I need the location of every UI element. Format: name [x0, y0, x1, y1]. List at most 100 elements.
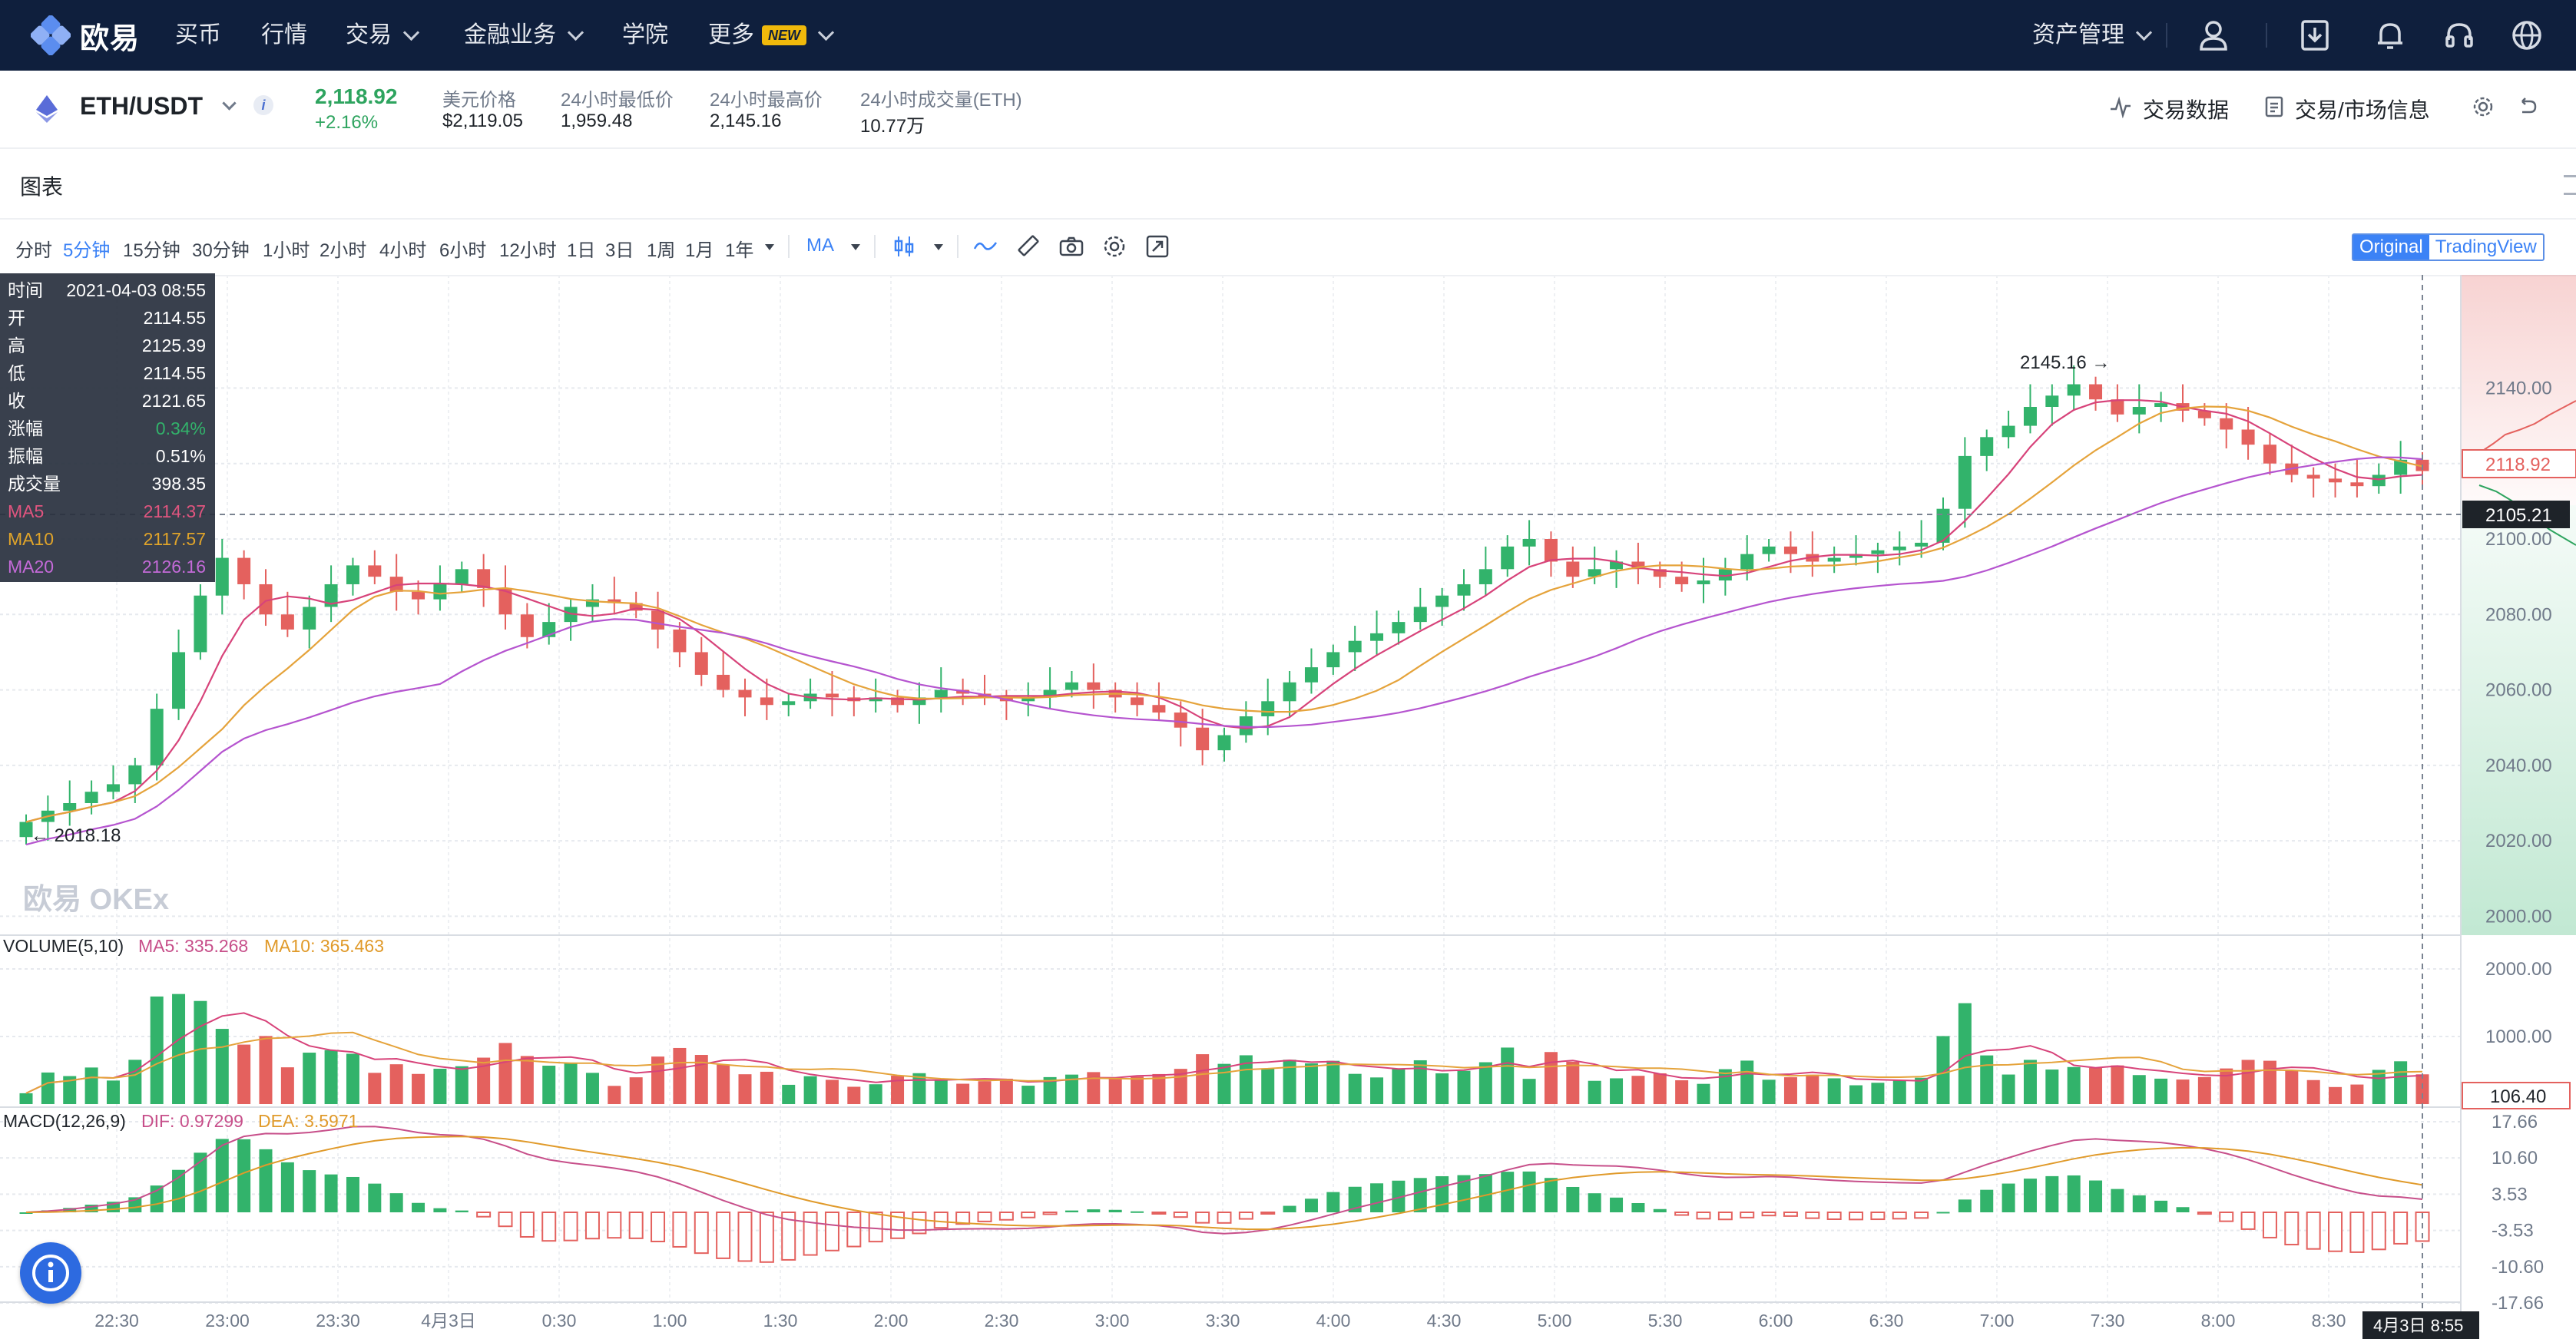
settings-gear-icon[interactable]: [2472, 95, 2495, 118]
macd-histogram-bar: [324, 1174, 338, 1212]
volume-bar: [2023, 1060, 2037, 1104]
nav-markets[interactable]: 行情: [261, 22, 307, 48]
max-price-label: 2145.16 →: [2020, 352, 2110, 373]
volume-bar: [1718, 1069, 1732, 1104]
info-icon[interactable]: i: [253, 95, 273, 115]
candle-body: [2002, 425, 2015, 438]
timeframe-3d[interactable]: 3日: [605, 240, 634, 261]
info-row: 时间 2021-04-03 08:55: [8, 276, 206, 304]
candle-body: [2111, 399, 2124, 415]
help-info-button[interactable]: [20, 1242, 81, 1304]
candle-body: [825, 693, 839, 698]
timeframe-1y[interactable]: 1年: [725, 240, 754, 261]
candle-body: [1522, 539, 1536, 547]
timeframe-4h[interactable]: 4小时: [379, 240, 427, 261]
caret-down-icon[interactable]: [849, 243, 862, 252]
volume-bar: [1457, 1070, 1471, 1104]
chart-settings-gear-icon[interactable]: [1101, 233, 1127, 260]
macd-histogram-bar: [519, 1212, 535, 1238]
view-original-button[interactable]: Original: [2353, 235, 2429, 260]
info-row: 低 2114.55: [8, 359, 206, 387]
time-tick-label: 22:30: [94, 1311, 139, 1331]
timeframe-15m[interactable]: 15分钟: [123, 240, 180, 261]
macd-histogram-bar: [433, 1208, 447, 1212]
candle-body: [1544, 539, 1558, 562]
candle-body: [1370, 633, 1384, 641]
timeframe-1h[interactable]: 1小时: [263, 240, 310, 261]
nav-trade-label: 交易: [346, 22, 392, 48]
time-tick-label: 5:00: [1538, 1311, 1572, 1331]
volume-bar: [1827, 1078, 1841, 1104]
volume-bar: [2241, 1060, 2255, 1104]
timeframe-30m[interactable]: 30分钟: [192, 240, 250, 261]
timeframe-12h[interactable]: 12小时: [499, 240, 557, 261]
macd-histogram-bar: [237, 1139, 251, 1212]
volume-bar: [542, 1066, 556, 1104]
candle-body: [477, 569, 491, 588]
info-circle-icon: [32, 1255, 69, 1291]
candlestick-type-icon[interactable]: [891, 233, 917, 260]
info-key: 开: [8, 308, 25, 328]
timeframe-1d[interactable]: 1日: [567, 240, 596, 261]
macd-histogram-bar: [1042, 1212, 1058, 1215]
volume-bar: [63, 1076, 77, 1104]
indicator-wave-icon[interactable]: [972, 233, 998, 260]
fullscreen-icon[interactable]: [1144, 233, 1170, 260]
candle-body: [2372, 474, 2386, 487]
volume-bar: [389, 1064, 403, 1104]
market-info-link[interactable]: 交易/市场信息: [2295, 98, 2430, 122]
info-value: 398.35: [151, 474, 206, 494]
trading-pair[interactable]: ETH/USDT: [80, 92, 203, 120]
headset-icon[interactable]: [2441, 17, 2478, 54]
volume-bar: [520, 1056, 534, 1104]
timeframe-6h[interactable]: 6小时: [439, 240, 487, 261]
candle-body: [368, 565, 382, 577]
macd-histogram-bar: [1522, 1171, 1536, 1212]
candle-body: [2329, 478, 2343, 483]
macd-histogram-bar: [2045, 1175, 2059, 1212]
volume-indicator-label: VOLUME(5,10): [3, 936, 124, 956]
user-icon[interactable]: [2195, 17, 2232, 54]
volume-bar: [2263, 1060, 2276, 1104]
menu-icon[interactable]: [2564, 175, 2576, 195]
macd-histogram-bar: [259, 1149, 273, 1212]
volume-bar: [259, 1036, 273, 1104]
macd-dea-label: DEA: 3.5971: [258, 1111, 358, 1131]
timeframe-1mo[interactable]: 1月: [685, 240, 714, 261]
nav-trade[interactable]: 交易: [346, 18, 420, 52]
camera-icon[interactable]: [1058, 233, 1084, 260]
candle-body: [1326, 652, 1340, 668]
trading-data-link[interactable]: 交易数据: [2143, 98, 2230, 122]
volume-bar: [280, 1067, 294, 1104]
volume-bar: [1065, 1074, 1078, 1104]
nav-academy[interactable]: 学院: [622, 22, 668, 48]
caret-down-icon[interactable]: [763, 243, 776, 252]
nav-more[interactable]: 更多 NEW: [708, 18, 835, 52]
crosshair-price-tag: 2105.21: [2485, 505, 2552, 526]
drawing-ruler-icon[interactable]: [1015, 233, 1041, 260]
macd-histogram-bar: [955, 1212, 971, 1225]
timeframe-5m[interactable]: 5分钟: [63, 240, 111, 261]
nav-buy-crypto[interactable]: 买币: [175, 22, 221, 48]
info-key: 成交量: [8, 474, 61, 494]
globe-icon[interactable]: [2508, 17, 2545, 54]
view-tradingview-button[interactable]: TradingView: [2435, 236, 2537, 257]
pair-dropdown-chevron-icon[interactable]: [222, 96, 237, 111]
okex-logo[interactable]: 欧易: [31, 12, 140, 58]
indicator-ma[interactable]: MA: [806, 235, 834, 256]
undo-icon[interactable]: [2516, 95, 2539, 118]
caret-down-icon[interactable]: [932, 243, 945, 252]
timeframe-2h[interactable]: 2小时: [320, 240, 367, 261]
nav-asset-management[interactable]: 资产管理: [2032, 18, 2153, 52]
macd-histogram-bar: [977, 1212, 992, 1222]
toolbar-divider: [957, 235, 959, 258]
volume-bar: [1522, 1079, 1536, 1104]
nav-finance[interactable]: 金融业务: [464, 18, 584, 52]
info-key: 时间: [8, 280, 43, 300]
timeframe-realtime[interactable]: 分时: [15, 240, 52, 261]
bell-icon[interactable]: [2372, 17, 2409, 54]
timeframe-1w[interactable]: 1周: [647, 240, 676, 261]
macd-histogram-bar: [1087, 1209, 1101, 1212]
download-icon[interactable]: [2296, 17, 2333, 54]
kline-chart[interactable]: 欧易 OKEx 2140.002120.002100.002080.002060…: [0, 275, 2576, 1339]
